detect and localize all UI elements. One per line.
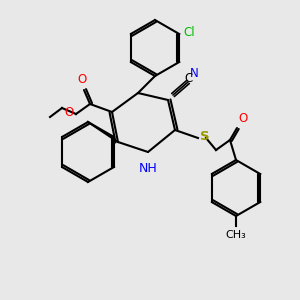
- Text: S: S: [200, 130, 210, 143]
- Text: NH: NH: [139, 162, 158, 175]
- Text: Cl: Cl: [183, 26, 195, 40]
- Text: CH₃: CH₃: [226, 230, 246, 240]
- Text: O: O: [77, 73, 87, 86]
- Text: O: O: [65, 106, 74, 119]
- Text: N: N: [190, 67, 199, 80]
- Text: O: O: [238, 112, 247, 125]
- Text: C: C: [184, 72, 192, 85]
